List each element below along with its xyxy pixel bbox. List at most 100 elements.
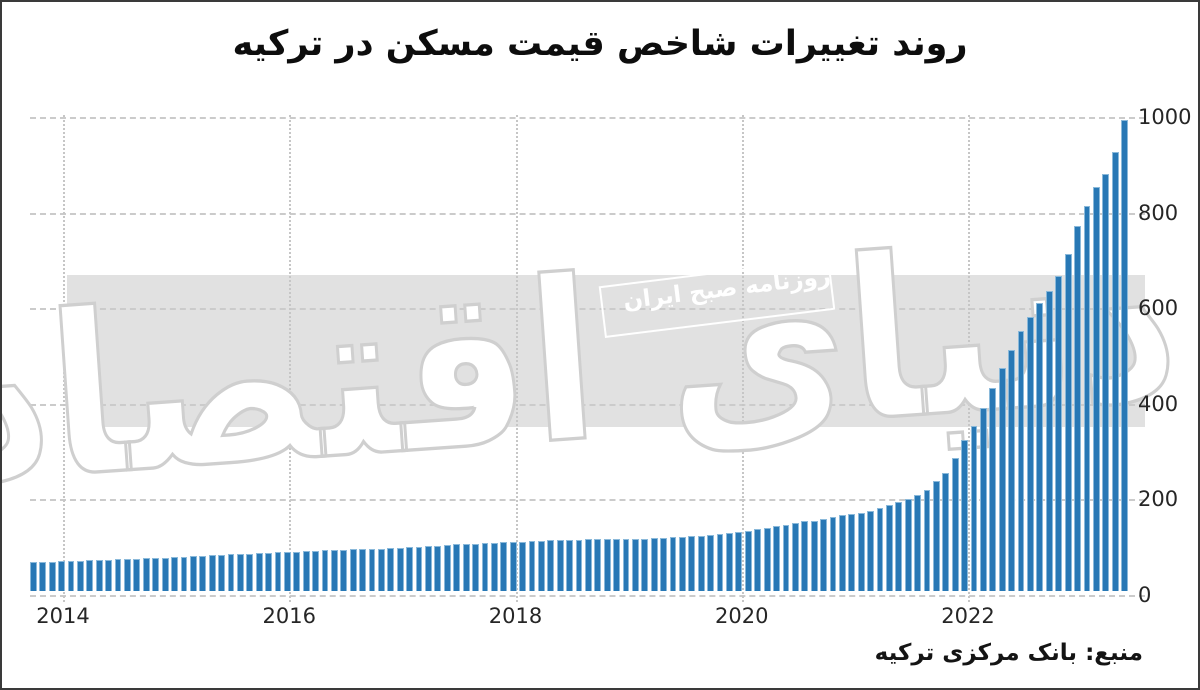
bar-month-54 (537, 540, 545, 591)
bar-month-42 (425, 546, 432, 591)
bar-month-43 (434, 545, 442, 591)
bar-month-26 (274, 552, 282, 591)
bar-month-21 (227, 554, 235, 591)
bar-month-95 (923, 489, 931, 591)
bar-month-36 (368, 548, 376, 591)
bar-month-70 (688, 536, 696, 591)
bar-month-34 (349, 549, 357, 591)
bar-month-60 (594, 539, 602, 591)
bar-month-114 (1102, 174, 1110, 591)
x-gridline-2014 (62, 115, 65, 602)
bar-month-104 (1008, 350, 1016, 591)
bar-month-57 (566, 539, 573, 591)
bar-month-91 (885, 504, 893, 591)
bar-month-6 (86, 560, 94, 591)
bar-month-25 (265, 552, 272, 591)
y-tick-label-400: 400 (1138, 391, 1179, 416)
chart-title: روند تغییرات شاخص قیمت مسکن در ترکیه (232, 24, 968, 64)
bar-month-113 (1092, 187, 1100, 591)
bar-month-106 (1027, 317, 1034, 591)
x-gridline-2016 (289, 115, 292, 602)
bar-month-89 (867, 510, 874, 591)
bar-month-94 (914, 495, 921, 591)
bar-month-29 (302, 551, 310, 591)
bar-month-105 (1017, 330, 1025, 591)
bar-month-17 (189, 556, 197, 591)
bar-month-101 (980, 407, 987, 591)
bar-month-19 (208, 555, 216, 591)
x-tick-label-2020: 2020 (715, 604, 769, 628)
bar-month-39 (396, 547, 404, 591)
bar-month-12 (142, 558, 150, 591)
bar-month-67 (660, 537, 668, 591)
bar-month-50 (500, 542, 508, 591)
bar-month-35 (359, 549, 367, 591)
bar-month-108 (1045, 290, 1053, 591)
bar-month-18 (199, 555, 207, 591)
bar-month-76 (744, 530, 752, 591)
bar-month-24 (255, 553, 263, 591)
bar-month-81 (791, 523, 799, 591)
bar-month-49 (490, 542, 498, 591)
bar-month-31 (321, 550, 329, 591)
bar-month-14 (161, 557, 169, 591)
bar-month-69 (679, 536, 686, 591)
bar-month-116 (1121, 120, 1128, 591)
bar-month-13 (152, 557, 160, 591)
bar-month-100 (970, 426, 978, 591)
bar-month-66 (650, 538, 658, 591)
bar-month-22 (236, 554, 244, 591)
bar-month-103 (998, 368, 1006, 591)
bar-month-84 (820, 518, 827, 591)
x-gridline-2022 (968, 115, 971, 602)
bar-month-56 (556, 540, 564, 591)
bar-month-15 (171, 557, 178, 591)
y-tick-label-0: 0 (1138, 583, 1152, 607)
x-tick-label-2022: 2022 (941, 604, 995, 628)
bar-month-80 (782, 524, 790, 591)
bar-month-74 (726, 532, 733, 591)
bar-month-99 (961, 439, 969, 591)
bar-month-32 (331, 550, 338, 591)
bar-month-62 (613, 539, 620, 591)
bar-month-86 (838, 515, 846, 591)
bar-month-44 (443, 544, 451, 591)
y-gridline-600 (30, 308, 1145, 311)
bar-month-71 (697, 535, 705, 591)
y-gridline-400 (30, 403, 1145, 406)
bar-month-33 (340, 549, 348, 591)
bar-month-72 (707, 534, 715, 591)
bar-month-48 (481, 543, 489, 591)
bar-month-7 (95, 559, 103, 591)
bar-month-46 (462, 543, 470, 591)
bar-month-53 (528, 541, 536, 591)
bar-month-40 (406, 547, 414, 591)
bar-month-96 (933, 481, 940, 591)
bar-month-65 (641, 538, 649, 591)
bar-month-47 (472, 543, 479, 591)
bar-month-93 (904, 498, 912, 591)
bar-month-83 (810, 520, 818, 591)
bar-month-61 (603, 539, 611, 591)
bar-month-107 (1036, 302, 1044, 591)
bar-month-85 (829, 516, 837, 591)
y-gridline-0 (30, 595, 1145, 597)
bar-month-45 (453, 544, 461, 591)
bar-month-63 (622, 538, 630, 591)
bar-month-27 (283, 552, 291, 591)
bar-month-11 (133, 558, 141, 591)
bar-month-87 (848, 514, 856, 591)
bar-month-88 (857, 512, 865, 591)
bar-month-4 (67, 560, 75, 591)
bar-month-75 (735, 531, 743, 591)
x-gridline-2020 (741, 115, 744, 602)
bar-month-59 (584, 539, 592, 591)
y-tick-label-200: 200 (1138, 487, 1179, 512)
bar-month-109 (1055, 276, 1063, 591)
bar-month-58 (575, 539, 583, 591)
bar-month-10 (124, 558, 131, 591)
source-note: منبع: بانک مرکزی ترکیه (874, 640, 1143, 666)
bar-month-8 (105, 559, 113, 591)
bar-month-110 (1064, 254, 1072, 591)
